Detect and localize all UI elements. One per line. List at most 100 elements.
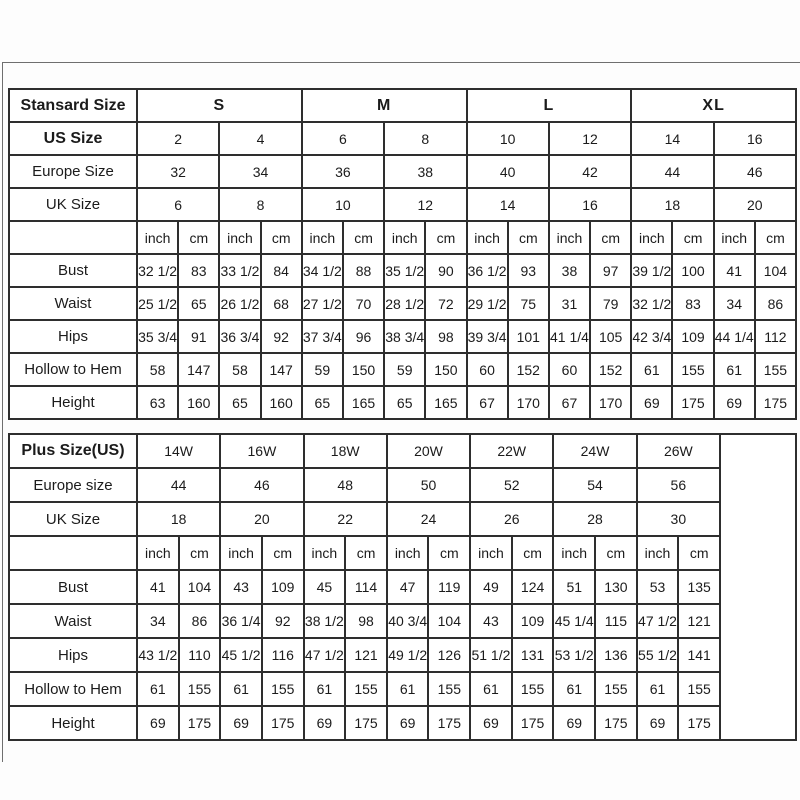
row-label-waist: Waist [8, 286, 138, 321]
unit-cm-label: cm [677, 535, 721, 571]
measure-value-cell: 115 [594, 603, 638, 639]
measure-value-cell: 36 1/2 [465, 253, 509, 288]
size-value-cell: 30 [635, 501, 722, 537]
measure-value-cell: 45 [302, 569, 347, 605]
size-group-l: L [465, 88, 633, 123]
size-value-cell: 48 [302, 467, 388, 503]
size-value-cell: 16 [712, 121, 798, 156]
measure-value-cell: 69 [635, 705, 680, 741]
measure-value-cell: 61 [630, 352, 674, 387]
measure-value-cell: 175 [427, 705, 472, 741]
measure-value-cell: 51 1/2 [469, 637, 513, 673]
size-value-cell: 8 [218, 187, 303, 222]
size-value-cell: 50 [385, 467, 472, 503]
measure-value-cell: 69 [469, 705, 513, 741]
measure-value-cell: 150 [341, 352, 386, 387]
size-value-cell: 22 [302, 501, 388, 537]
measure-value-cell: 67 [465, 385, 509, 420]
size-value-cell: 54 [552, 467, 638, 503]
measure-value-cell: 65 [383, 385, 427, 420]
size-value-cell: 44 [135, 467, 222, 503]
standard-size-table-body: Stansard Size S M L XL US Size 2 4 6 8 10 12 14 16 Eur… [8, 88, 798, 420]
measure-value-cell: 44 1/4 [712, 319, 756, 354]
measure-value-cell: 55 1/2 [635, 637, 680, 673]
measure-value-cell: 121 [677, 603, 721, 639]
unit-row-spacer [8, 220, 138, 255]
measure-value-cell: 109 [510, 603, 555, 639]
table-row: Plus Size(US) 14W 16W 18W 20W 22W 24W 26W [8, 433, 797, 741]
measure-value-cell: 47 [385, 569, 430, 605]
measure-value-cell: 61 [136, 671, 180, 707]
plus-size-table: Plus Size(US) 14W 16W 18W 20W 22W 24W 26W Europe… [8, 433, 797, 741]
unit-cm-label: cm [177, 535, 222, 571]
measure-value-cell: 83 [671, 286, 715, 321]
measure-value-cell: 165 [424, 385, 468, 420]
measure-value-cell: 59 [300, 352, 344, 387]
size-value-cell: 44 [630, 154, 715, 189]
measure-value-cell: 141 [677, 637, 721, 673]
measure-value-cell: 160 [177, 385, 221, 420]
measure-value-cell: 88 [341, 253, 386, 288]
measure-value-cell: 104 [427, 603, 472, 639]
measure-value-cell: 147 [259, 352, 303, 387]
measure-value-cell: 101 [506, 319, 550, 354]
table-row: inch cm inch cm inch cm inch cm inch cm inch cm inch… [8, 535, 796, 571]
measure-value-cell: 152 [589, 352, 633, 387]
measure-value-cell: 65 [300, 385, 344, 420]
unit-inch-label: inch [469, 535, 513, 571]
measure-value-cell: 47 1/2 [635, 603, 680, 639]
size-value-cell: 20 [219, 501, 305, 537]
row-label-hollow-to-hem: Hollow to Hem [8, 352, 138, 387]
table-row: Height 63 160 65 160 65 165 65 165 67 170 67 170 69 17… [8, 385, 798, 420]
measure-value-cell: 67 [547, 385, 592, 420]
measure-value-cell: 116 [260, 637, 305, 673]
measure-value-cell: 69 [385, 705, 430, 741]
measure-value-cell: 34 [712, 286, 756, 321]
measure-value-cell: 38 [547, 253, 592, 288]
measure-value-cell: 155 [671, 352, 715, 387]
size-value-cell: 14W [135, 433, 222, 469]
size-value-cell: 6 [135, 187, 221, 222]
measure-value-cell: 35 1/2 [383, 253, 427, 288]
unit-inch-label: inch [385, 535, 430, 571]
measure-value-cell: 31 [547, 286, 592, 321]
size-value-cell: 20W [385, 433, 472, 469]
size-group-s: S [136, 88, 303, 123]
measure-value-cell: 63 [135, 385, 180, 420]
table-row: Hollow to Hem 58 147 58 147 59 150 59 150 60 152 60… [8, 352, 798, 387]
size-value-cell: 34 [218, 154, 303, 189]
table-row: Stansard Size S M L XL [8, 88, 797, 123]
measure-value-cell: 175 [260, 705, 305, 741]
size-value-cell: 8 [383, 121, 468, 156]
row-label-height: Height [8, 385, 138, 420]
size-value-cell: 40 [465, 154, 550, 189]
size-value-cell: 46 [219, 467, 305, 503]
table-row: Europe Size 32 34 36 38 40 42 44 46 [8, 154, 798, 189]
size-value-cell: 36 [300, 154, 386, 189]
standard-size-table: Stansard Size S M L XL US Size 2 4 6 8 10 12 14 16 Eur… [8, 88, 798, 420]
measure-value-cell: 32 1/2 [630, 286, 674, 321]
measure-value-cell: 131 [510, 637, 555, 673]
measure-value-cell: 83 [177, 253, 221, 288]
measure-value-cell: 58 [218, 352, 262, 387]
measure-value-cell: 25 1/2 [135, 286, 180, 321]
measure-value-cell: 39 3/4 [465, 319, 509, 354]
measure-value-cell: 61 [469, 671, 513, 707]
table-row: Hips 43 1/2 110 45 1/2 116 47 1/2 121 49 1/2 126… [8, 637, 796, 673]
measure-value-cell: 136 [594, 637, 638, 673]
measure-value-cell: 175 [677, 705, 721, 741]
measure-value-cell: 41 1/4 [547, 319, 592, 354]
measure-value-cell: 175 [177, 705, 222, 741]
measure-value-cell: 91 [177, 319, 221, 354]
row-label-europe-size: Europe size [8, 467, 138, 503]
measure-value-cell: 126 [427, 637, 472, 673]
unit-cm-label: cm [671, 220, 715, 255]
row-label-bust: Bust [8, 253, 138, 288]
measure-value-cell: 43 [469, 603, 513, 639]
size-value-cell: 20 [712, 187, 798, 222]
size-value-cell: 18W [302, 433, 388, 469]
measure-value-cell: 165 [341, 385, 386, 420]
unit-inch-label: inch [300, 220, 344, 255]
measure-value-cell: 90 [424, 253, 468, 288]
measure-value-cell: 59 [383, 352, 427, 387]
